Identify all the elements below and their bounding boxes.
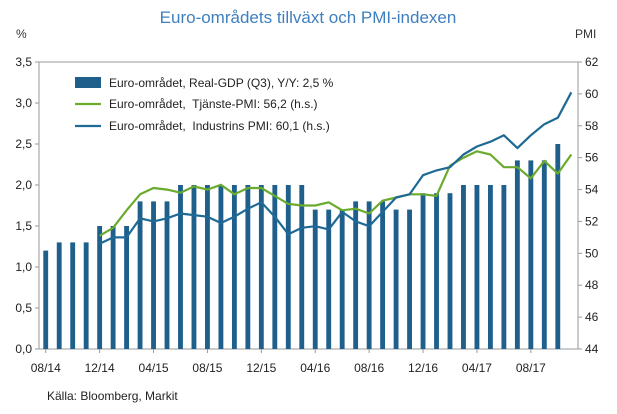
gdp-bar bbox=[178, 185, 183, 349]
x-tick-label: 12/14 bbox=[85, 361, 115, 375]
gdp-bar bbox=[326, 209, 332, 349]
gdp-bar bbox=[164, 201, 170, 349]
gdp-bar bbox=[285, 185, 291, 349]
gdp-bar bbox=[380, 201, 386, 349]
gdp-bar bbox=[272, 185, 278, 349]
gdp-bar bbox=[56, 242, 62, 349]
source-note: Källa: Bloomberg, Markit bbox=[47, 389, 178, 403]
gdp-bar bbox=[43, 250, 49, 349]
right-tick-label: 62 bbox=[585, 55, 599, 69]
gdp-bar bbox=[461, 185, 466, 349]
services-pmi-line bbox=[99, 150, 573, 237]
x-tick-label: 12/16 bbox=[408, 361, 438, 375]
x-tick-label: 08/16 bbox=[354, 361, 384, 375]
plot-area bbox=[38, 61, 579, 350]
left-tick-label: 0,0 bbox=[15, 342, 32, 356]
left-tick-label: 3,0 bbox=[15, 96, 32, 110]
gdp-bar bbox=[231, 185, 237, 349]
left-tick-label: 1,0 bbox=[15, 260, 32, 274]
right-tick-label: 52 bbox=[585, 214, 599, 228]
right-tick-label: 48 bbox=[585, 278, 599, 292]
right-axis-unit: PMI bbox=[575, 27, 596, 41]
gdp-bar bbox=[245, 185, 251, 349]
gdp-bar bbox=[124, 226, 130, 349]
legend-swatch-gdp bbox=[75, 77, 101, 88]
x-axis: 08/14 12/14 04/15 08/15 12/15 04/16 08/16 12/16… bbox=[31, 349, 546, 375]
x-tick-label: 12/15 bbox=[246, 361, 276, 375]
gdp-bar bbox=[366, 201, 372, 349]
right-tick-label: 54 bbox=[585, 183, 599, 197]
gdp-bar bbox=[110, 226, 116, 349]
left-tick-label: 0,5 bbox=[15, 301, 32, 315]
right-axis: 44 46 48 50 52 54 56 58 60 62 bbox=[578, 55, 599, 356]
gdp-bar bbox=[555, 144, 561, 349]
left-tick-label: 1,5 bbox=[15, 219, 32, 233]
gdp-bar bbox=[97, 226, 103, 349]
gdp-bar bbox=[83, 242, 89, 349]
gdp-bar bbox=[447, 193, 453, 349]
gdp-bar bbox=[151, 201, 156, 349]
right-tick-label: 44 bbox=[585, 342, 599, 356]
gdp-bar bbox=[501, 185, 507, 349]
gdp-bar bbox=[70, 242, 76, 349]
gdp-bar bbox=[434, 193, 439, 349]
right-tick-label: 50 bbox=[585, 246, 599, 260]
right-tick-label: 58 bbox=[585, 119, 599, 133]
gdp-bar bbox=[393, 209, 399, 349]
line-group bbox=[99, 91, 573, 245]
left-axis-unit: % bbox=[16, 27, 27, 41]
industry-pmi-line bbox=[99, 91, 573, 245]
gdp-bar bbox=[218, 185, 224, 349]
x-tick-label: 08/15 bbox=[192, 361, 222, 375]
gdp-bar bbox=[339, 209, 345, 349]
x-tick-label: 08/17 bbox=[516, 361, 546, 375]
x-tick-label: 04/15 bbox=[139, 361, 169, 375]
gdp-bar bbox=[541, 160, 547, 349]
gdp-bar bbox=[474, 185, 480, 349]
gdp-bar bbox=[514, 160, 520, 349]
legend-label-industry: Euro-området, Industrins PMI: 60,1 (h.s.… bbox=[109, 119, 330, 133]
x-tick-label: 08/14 bbox=[31, 361, 61, 375]
gdp-bar bbox=[258, 185, 264, 349]
x-tick-label: 04/17 bbox=[462, 361, 492, 375]
gdp-bar bbox=[353, 201, 359, 349]
gdp-bar bbox=[205, 185, 210, 349]
gdp-bar bbox=[137, 201, 143, 349]
gdp-bar bbox=[407, 209, 412, 349]
legend-label-gdp: Euro-området, Real-GDP (Q3), Y/Y: 2,5 % bbox=[109, 76, 334, 90]
chart-title: Euro-områdets tillväxt och PMI-indexen bbox=[160, 8, 457, 27]
gdp-bar bbox=[528, 160, 534, 349]
legend-label-services: Euro-området, Tjänste-PMI: 56,2 (h.s.) bbox=[109, 97, 318, 111]
right-tick-label: 56 bbox=[585, 151, 599, 165]
right-tick-label: 46 bbox=[585, 310, 599, 324]
left-axis: 0,0 0,5 1,0 1,5 2,0 2,5 3,0 3,5 bbox=[15, 55, 39, 356]
gdp-bar bbox=[420, 193, 426, 349]
x-tick-label: 04/16 bbox=[300, 361, 330, 375]
right-tick-label: 60 bbox=[585, 87, 599, 101]
left-tick-label: 2,0 bbox=[15, 178, 32, 192]
gdp-bar bbox=[312, 209, 318, 349]
gdp-bar bbox=[299, 185, 305, 349]
left-tick-label: 3,5 bbox=[15, 55, 32, 69]
left-tick-label: 2,5 bbox=[15, 137, 32, 151]
legend: Euro-området, Real-GDP (Q3), Y/Y: 2,5 % … bbox=[75, 76, 334, 133]
bar-group bbox=[43, 144, 561, 349]
gdp-bar bbox=[487, 185, 493, 349]
gdp-bar bbox=[191, 185, 197, 349]
